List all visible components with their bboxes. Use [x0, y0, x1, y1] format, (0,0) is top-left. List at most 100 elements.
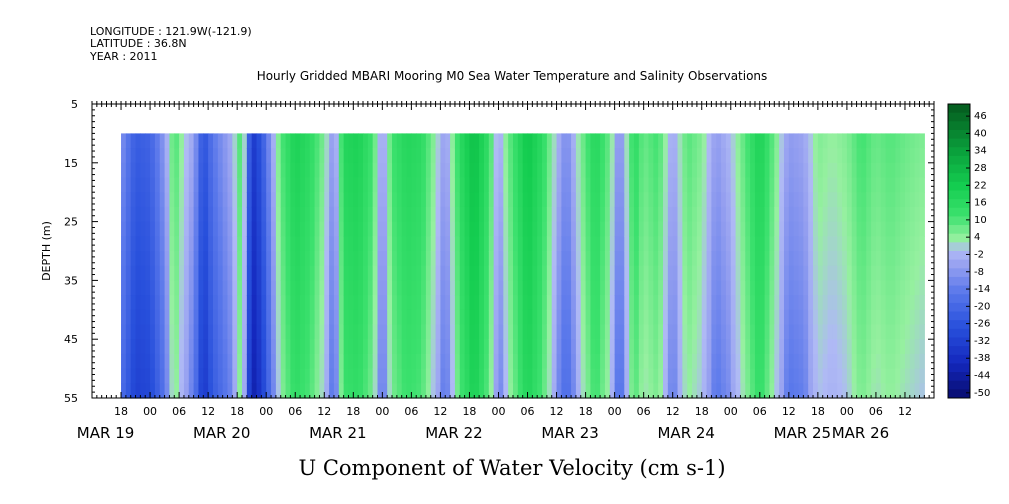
heatmap-cell — [382, 383, 388, 399]
heatmap-cell — [416, 148, 422, 164]
heatmap-cell — [725, 206, 732, 223]
heatmap-cell — [445, 280, 451, 296]
heatmap-cell — [643, 339, 650, 355]
heatmap-cell — [527, 368, 533, 384]
heatmap-cell — [353, 368, 359, 384]
heatmap-cell — [725, 295, 732, 311]
heatmap-cell — [856, 133, 863, 149]
heatmap-cell — [866, 295, 872, 311]
heatmap-cell — [483, 221, 490, 237]
heatmap-cell — [711, 236, 717, 252]
heatmap-cell — [754, 162, 761, 179]
heatmap-cell — [716, 368, 722, 384]
heatmap-cell — [304, 236, 311, 252]
heatmap-cell — [508, 280, 514, 296]
heatmap-cell — [464, 206, 471, 223]
heatmap-cell — [638, 383, 645, 399]
heatmap-cell — [914, 206, 921, 223]
heatmap-cell — [546, 251, 553, 267]
heatmap-cell — [392, 368, 398, 384]
heatmap-cell — [740, 251, 746, 267]
heatmap-cell — [837, 383, 843, 399]
heatmap-cell — [764, 177, 771, 193]
heatmap-cell — [677, 324, 683, 340]
heatmap-cell — [754, 280, 761, 296]
heatmap-cell — [745, 192, 751, 208]
heatmap-cell — [827, 177, 833, 193]
heatmap-cell — [551, 309, 558, 326]
heatmap-cell — [885, 251, 892, 267]
heatmap-cell — [774, 221, 780, 237]
heatmap-cell — [629, 177, 635, 193]
heatmap-cell — [919, 236, 925, 252]
heatmap-cell — [590, 221, 596, 237]
heatmap-cell — [372, 206, 379, 223]
heatmap-cell — [871, 280, 877, 296]
heatmap-cell — [759, 206, 766, 223]
x-hour-tick-label: 18 — [346, 405, 360, 418]
heatmap-cell — [164, 265, 171, 281]
heatmap-cell — [725, 177, 732, 193]
heatmap-cell — [633, 177, 640, 193]
heatmap-cell — [832, 265, 838, 281]
heatmap-cell — [411, 265, 417, 281]
heatmap-cell — [256, 280, 262, 296]
heatmap-cell — [392, 162, 398, 179]
heatmap-cell — [871, 265, 877, 281]
heatmap-cell — [672, 339, 679, 355]
heatmap-cell — [633, 383, 640, 399]
heatmap-cell — [469, 251, 475, 267]
heatmap-cell — [459, 324, 466, 340]
heatmap-cell — [866, 162, 872, 179]
heatmap-cell — [450, 265, 456, 281]
heatmap-cell — [333, 251, 340, 267]
heatmap-cell — [900, 133, 906, 149]
x-hour-tick-label: 06 — [753, 405, 767, 418]
heatmap-cell — [895, 177, 901, 193]
heatmap-cell — [871, 148, 877, 164]
heatmap-cell — [445, 206, 451, 223]
heatmap-cell — [358, 133, 364, 149]
colorbar-label: 4 — [974, 232, 980, 243]
heatmap-cell — [813, 280, 819, 296]
heatmap-cell — [304, 324, 311, 340]
heatmap-cell — [401, 280, 408, 296]
heatmap-cell — [890, 148, 896, 164]
heatmap-cell — [140, 309, 146, 326]
heatmap-cell — [856, 368, 863, 384]
heatmap-cell — [309, 383, 316, 399]
heatmap-cell — [909, 251, 916, 267]
heatmap-cell — [585, 206, 592, 223]
heatmap-cell — [130, 162, 137, 179]
heatmap-cell — [348, 383, 354, 399]
heatmap-cell — [454, 383, 461, 399]
heatmap-cell — [290, 162, 296, 179]
colorbar-label: 40 — [974, 128, 987, 139]
heatmap-cell — [900, 339, 906, 355]
heatmap-cell — [324, 206, 330, 223]
heatmap-cell — [701, 295, 708, 311]
heatmap-cell — [275, 221, 282, 237]
heatmap-cell — [721, 148, 727, 164]
heatmap-cell — [198, 236, 204, 252]
heatmap-cell — [571, 177, 577, 193]
heatmap-cell — [222, 162, 229, 179]
heatmap-cell — [711, 206, 717, 223]
heatmap-cell — [682, 295, 688, 311]
heatmap-cell — [604, 339, 611, 355]
heatmap-cell — [450, 236, 456, 252]
heatmap-cell — [842, 280, 848, 296]
heatmap-cell — [537, 368, 543, 384]
heatmap-cell — [556, 236, 562, 252]
heatmap-cell — [754, 206, 761, 223]
heatmap-cell — [237, 265, 243, 281]
heatmap-cell — [125, 368, 132, 384]
heatmap-cell — [271, 148, 277, 164]
heatmap-cell — [140, 339, 146, 355]
heatmap-cell — [188, 324, 195, 340]
heatmap-cell — [580, 133, 587, 149]
heatmap-cell — [721, 353, 727, 370]
heatmap-cell — [687, 295, 693, 311]
heatmap-cell — [590, 148, 596, 164]
heatmap-cell — [314, 265, 321, 281]
